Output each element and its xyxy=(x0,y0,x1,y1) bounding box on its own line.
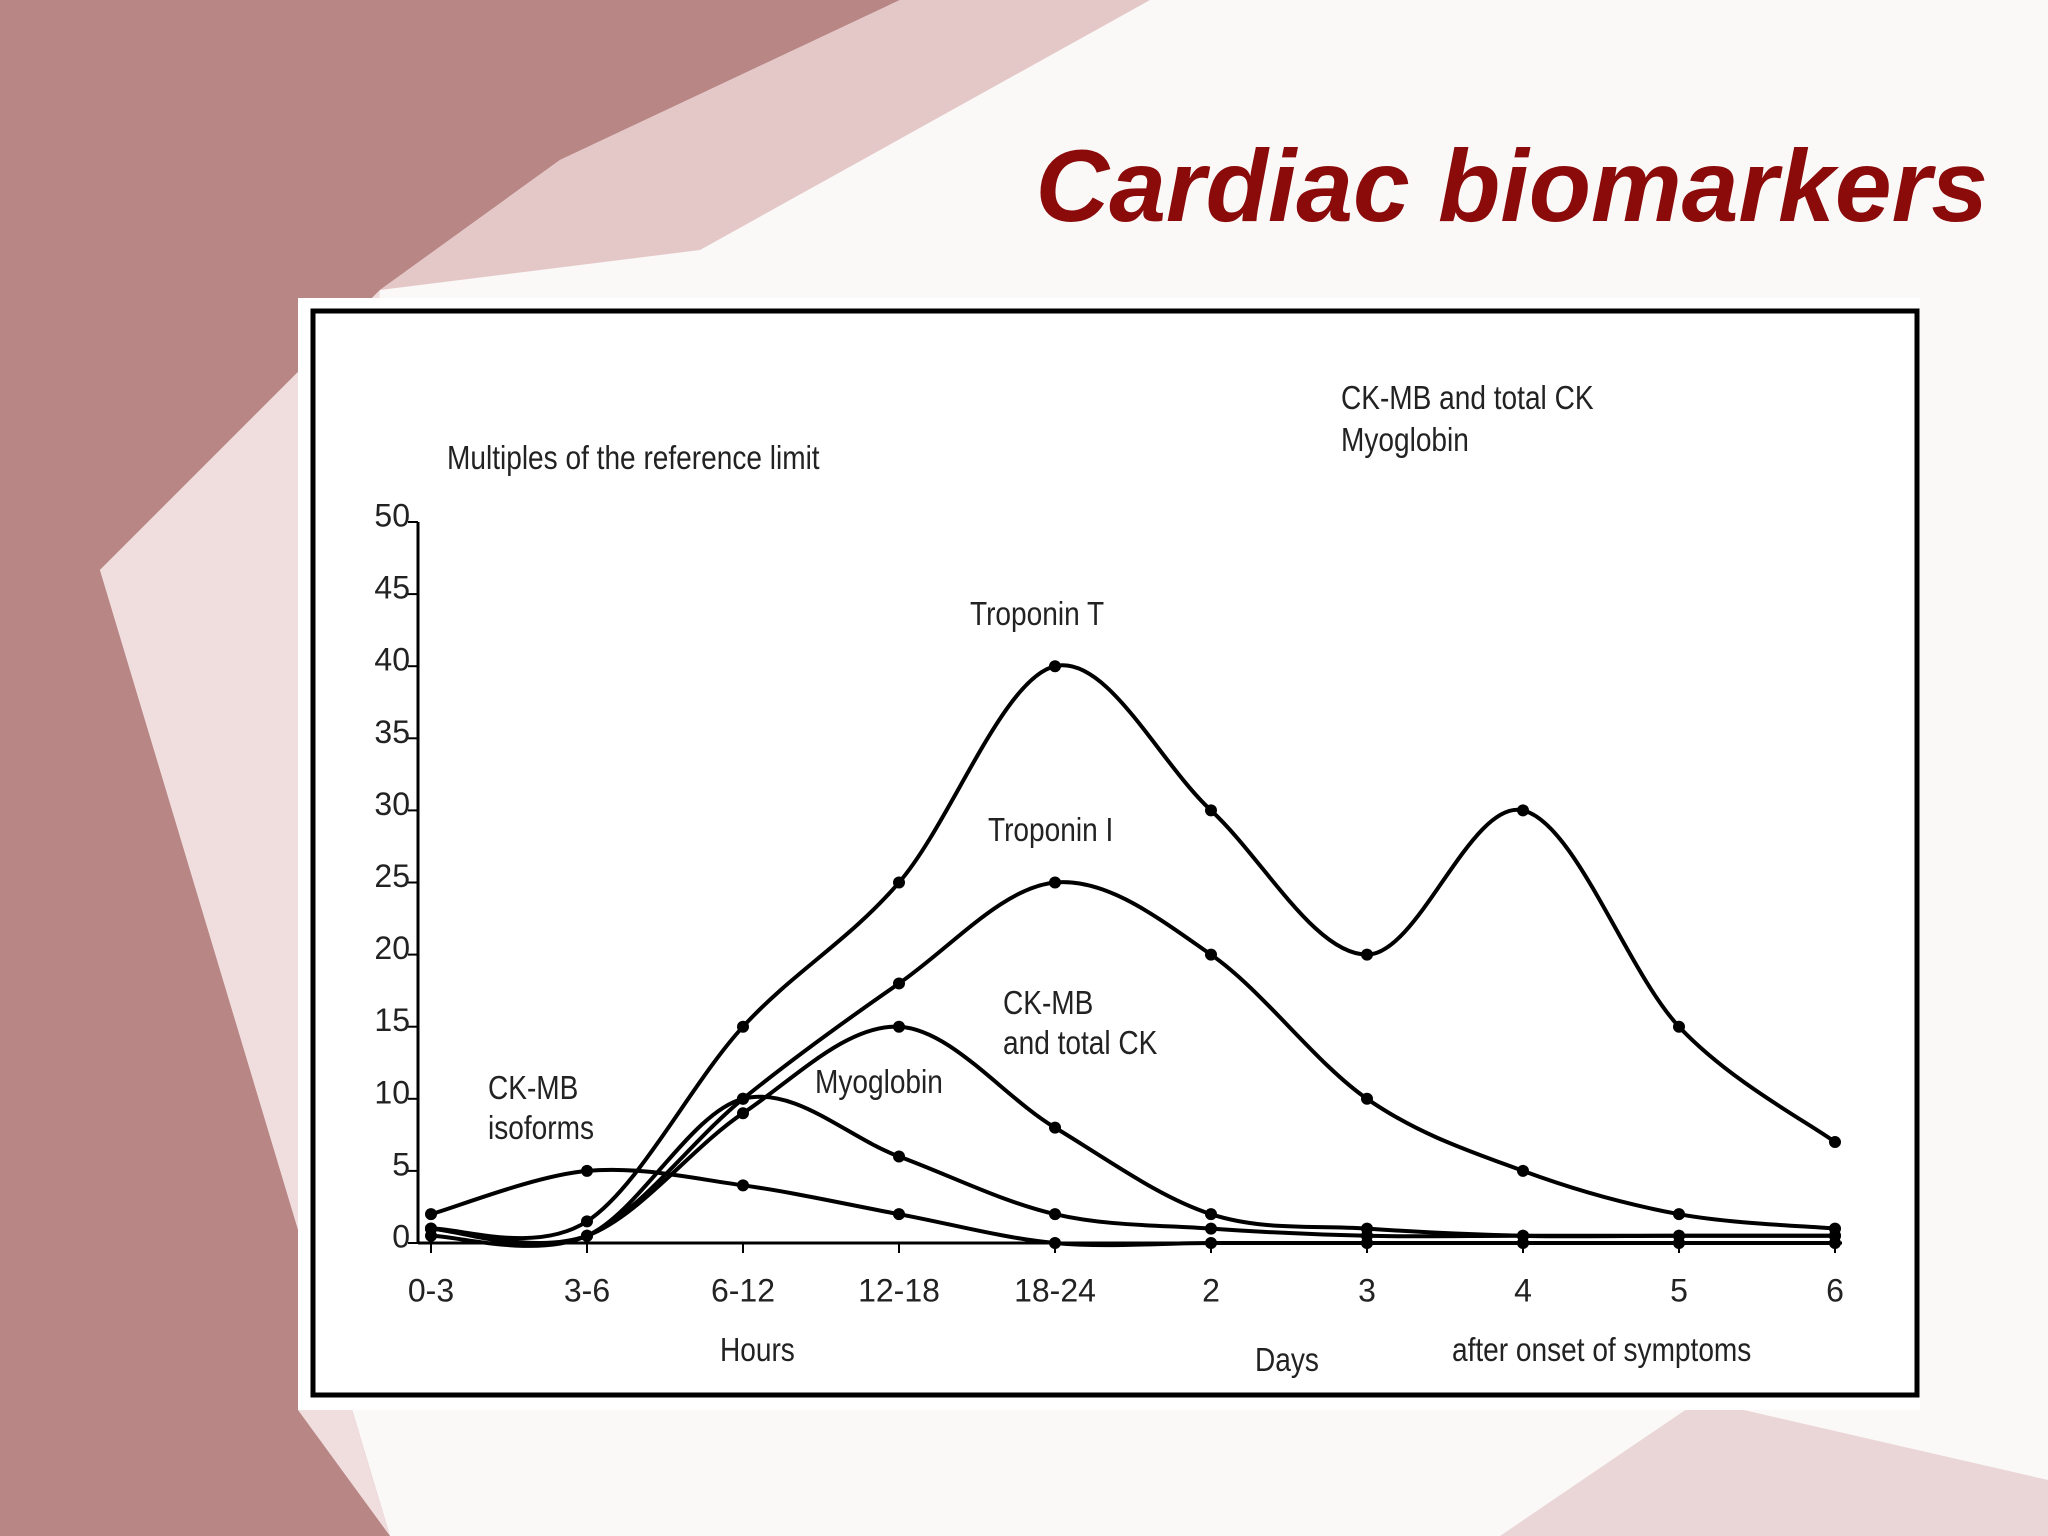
point-marker xyxy=(1673,1237,1685,1249)
point-marker xyxy=(737,1179,749,1192)
point-marker xyxy=(1829,1136,1841,1149)
y-tick-label: 35 xyxy=(374,714,410,750)
point-marker xyxy=(581,1215,593,1228)
y-tick-label: 45 xyxy=(374,570,410,606)
y-tick-label: 40 xyxy=(374,642,410,678)
point-marker xyxy=(893,876,905,889)
point-marker xyxy=(1205,1208,1217,1221)
background-shape xyxy=(380,0,1150,290)
x-tick-label: 0-3 xyxy=(408,1272,454,1308)
x-tick-label: 3 xyxy=(1358,1272,1376,1308)
point-marker xyxy=(737,1020,749,1033)
series-label: CK-MB isoforms xyxy=(488,1069,594,1146)
point-marker xyxy=(893,1020,905,1033)
y-tick-label: 25 xyxy=(374,858,410,894)
background-shape xyxy=(1500,1400,2048,1536)
slide-title: Cardiac biomarkers xyxy=(1035,129,1988,243)
series-line xyxy=(430,1094,1835,1248)
point-marker xyxy=(1049,1208,1061,1221)
point-marker xyxy=(1361,1237,1373,1249)
x-axis-label: after onset of symptoms xyxy=(1452,1331,1752,1368)
point-marker xyxy=(1673,1208,1685,1221)
point-marker xyxy=(737,1107,749,1120)
y-tick-label: 50 xyxy=(374,497,410,533)
point-marker xyxy=(1517,1164,1529,1177)
point-marker xyxy=(1205,804,1217,817)
x-tick-label: 18-24 xyxy=(1014,1272,1096,1308)
point-marker xyxy=(1049,1121,1061,1134)
point-marker xyxy=(1361,1092,1373,1105)
point-marker xyxy=(893,977,905,990)
x-tick-label: 5 xyxy=(1670,1272,1688,1308)
point-marker xyxy=(1361,948,1373,961)
point-marker xyxy=(425,1229,437,1242)
series-label: Myoglobin xyxy=(815,1063,943,1100)
point-marker xyxy=(1829,1237,1841,1249)
annotation: Myoglobin xyxy=(1341,421,1469,458)
point-marker xyxy=(1517,804,1529,817)
y-tick-label: 20 xyxy=(374,930,410,966)
point-marker xyxy=(581,1229,593,1242)
series-line xyxy=(430,880,1836,1246)
y-tick-label: 0 xyxy=(392,1218,410,1254)
y-tick-label: 5 xyxy=(392,1146,410,1182)
y-tick-label: 10 xyxy=(374,1074,410,1110)
x-axis-label: Days xyxy=(1255,1341,1319,1378)
x-axis-label: Hours xyxy=(720,1331,795,1368)
x-tick-label: 6-12 xyxy=(711,1272,775,1308)
series-label: Troponin T xyxy=(970,595,1105,632)
point-marker xyxy=(893,1208,905,1221)
point-marker xyxy=(1517,1237,1529,1249)
point-marker xyxy=(581,1164,593,1177)
annotation: CK-MB and total CK xyxy=(1341,379,1594,416)
point-marker xyxy=(893,1150,905,1163)
y-tick-label: 30 xyxy=(374,786,410,822)
point-marker xyxy=(1049,660,1061,673)
x-tick-label: 12-18 xyxy=(858,1272,940,1308)
y-axis-label: Multiples of the reference limit xyxy=(447,439,820,476)
point-marker xyxy=(1049,1237,1061,1249)
series-label: Troponin I xyxy=(988,811,1114,848)
point-marker xyxy=(1673,1020,1685,1033)
x-tick-label: 6 xyxy=(1826,1272,1844,1308)
series-line xyxy=(430,663,1837,1241)
x-tick-label: 4 xyxy=(1514,1272,1532,1308)
point-marker xyxy=(1205,1222,1217,1235)
point-marker xyxy=(737,1092,749,1105)
x-tick-label: 2 xyxy=(1202,1272,1220,1308)
x-tick-label: 3-6 xyxy=(564,1272,610,1308)
point-marker xyxy=(425,1208,437,1221)
chart-border xyxy=(310,308,1920,1398)
series-line xyxy=(430,1167,1835,1248)
background-shape xyxy=(0,0,900,1536)
point-marker xyxy=(1205,948,1217,961)
y-tick-label: 15 xyxy=(374,1002,410,1038)
chart-panel xyxy=(298,298,1920,1410)
series-label: CK-MB and total CK xyxy=(1003,984,1158,1061)
point-marker xyxy=(1205,1237,1217,1249)
point-marker xyxy=(1049,876,1061,889)
